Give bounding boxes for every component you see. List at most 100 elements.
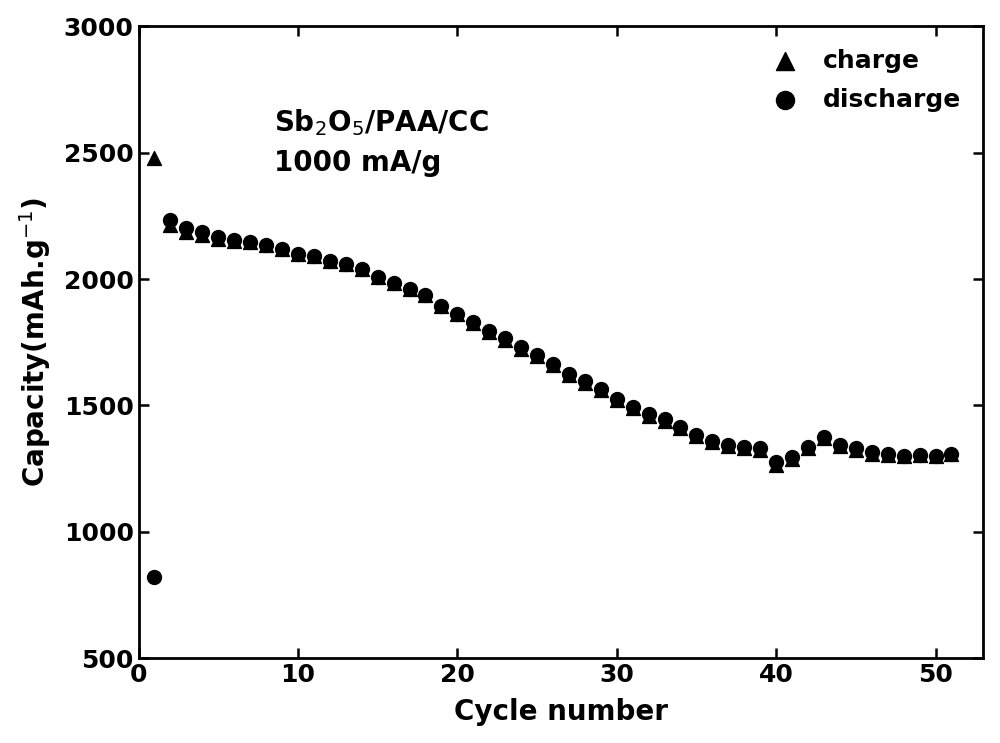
discharge <box>577 375 593 387</box>
charge <box>146 152 162 163</box>
charge <box>896 450 912 462</box>
charge <box>641 409 657 421</box>
discharge <box>896 450 912 461</box>
discharge <box>657 413 673 425</box>
charge <box>593 384 609 396</box>
discharge <box>513 341 529 353</box>
discharge <box>625 400 641 412</box>
charge <box>162 218 178 230</box>
discharge <box>386 277 402 289</box>
discharge <box>768 456 784 468</box>
discharge <box>752 443 768 455</box>
charge <box>832 440 848 452</box>
discharge <box>162 214 178 226</box>
charge <box>497 334 513 345</box>
charge <box>928 450 944 462</box>
charge <box>657 415 673 426</box>
discharge <box>338 258 354 270</box>
discharge <box>593 383 609 395</box>
charge <box>449 308 465 320</box>
charge <box>704 436 720 448</box>
discharge <box>497 333 513 345</box>
charge <box>338 258 354 270</box>
charge <box>672 422 688 434</box>
charge <box>194 229 210 241</box>
charge <box>290 248 306 260</box>
charge <box>736 443 752 455</box>
charge <box>433 299 449 311</box>
discharge <box>880 448 896 460</box>
discharge <box>800 441 816 453</box>
charge <box>354 263 370 275</box>
charge <box>864 447 880 459</box>
discharge <box>912 449 928 461</box>
discharge <box>242 236 258 248</box>
charge <box>210 233 226 244</box>
Text: 1000 mA/g: 1000 mA/g <box>274 149 441 177</box>
discharge <box>672 421 688 433</box>
discharge <box>688 429 704 441</box>
discharge <box>545 358 561 370</box>
charge <box>370 270 386 282</box>
charge <box>178 227 194 239</box>
charge <box>322 256 338 267</box>
discharge <box>210 231 226 243</box>
charge <box>800 443 816 455</box>
charge <box>306 250 322 262</box>
discharge <box>848 443 864 455</box>
discharge <box>306 250 322 262</box>
discharge <box>832 438 848 450</box>
X-axis label: Cycle number: Cycle number <box>454 698 668 727</box>
Y-axis label: Capacity(mAh.g$^{-1}$): Capacity(mAh.g$^{-1}$) <box>17 197 53 487</box>
charge <box>625 402 641 414</box>
discharge <box>274 243 290 255</box>
charge <box>242 236 258 248</box>
discharge <box>290 248 306 260</box>
charge <box>465 317 481 329</box>
charge <box>274 243 290 255</box>
discharge <box>449 308 465 320</box>
charge <box>561 369 577 381</box>
charge <box>386 277 402 289</box>
discharge <box>816 431 832 443</box>
discharge <box>417 290 433 302</box>
charge <box>577 377 593 389</box>
discharge <box>194 227 210 239</box>
charge <box>417 290 433 302</box>
discharge <box>784 452 800 464</box>
discharge <box>943 447 959 459</box>
discharge <box>370 270 386 282</box>
discharge <box>433 299 449 311</box>
Legend: charge, discharge: charge, discharge <box>750 39 971 122</box>
charge <box>481 326 497 338</box>
charge <box>258 239 274 251</box>
discharge <box>720 438 736 450</box>
discharge <box>641 409 657 421</box>
charge <box>545 359 561 371</box>
discharge <box>322 256 338 267</box>
discharge <box>864 447 880 458</box>
discharge <box>481 325 497 337</box>
charge <box>880 449 896 461</box>
charge <box>768 459 784 471</box>
charge <box>513 343 529 354</box>
discharge <box>146 571 162 583</box>
charge <box>529 350 545 362</box>
charge <box>784 452 800 464</box>
charge <box>720 440 736 452</box>
discharge <box>258 239 274 251</box>
discharge <box>736 441 752 453</box>
discharge <box>402 283 418 295</box>
discharge <box>609 393 625 405</box>
discharge <box>704 435 720 447</box>
charge <box>943 447 959 459</box>
charge <box>609 395 625 406</box>
charge <box>912 449 928 461</box>
charge <box>752 444 768 455</box>
charge <box>402 283 418 295</box>
discharge <box>354 263 370 275</box>
discharge <box>226 234 242 246</box>
Text: Sb$_2$O$_5$/PAA/CC: Sb$_2$O$_5$/PAA/CC <box>274 107 489 137</box>
discharge <box>561 368 577 380</box>
charge <box>688 430 704 442</box>
